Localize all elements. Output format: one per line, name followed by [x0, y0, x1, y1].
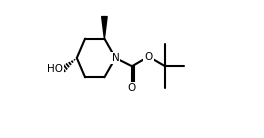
Text: O: O — [144, 52, 153, 62]
Text: O: O — [128, 83, 136, 93]
Polygon shape — [102, 17, 107, 39]
Text: HO: HO — [47, 64, 63, 74]
Text: N: N — [112, 53, 119, 63]
